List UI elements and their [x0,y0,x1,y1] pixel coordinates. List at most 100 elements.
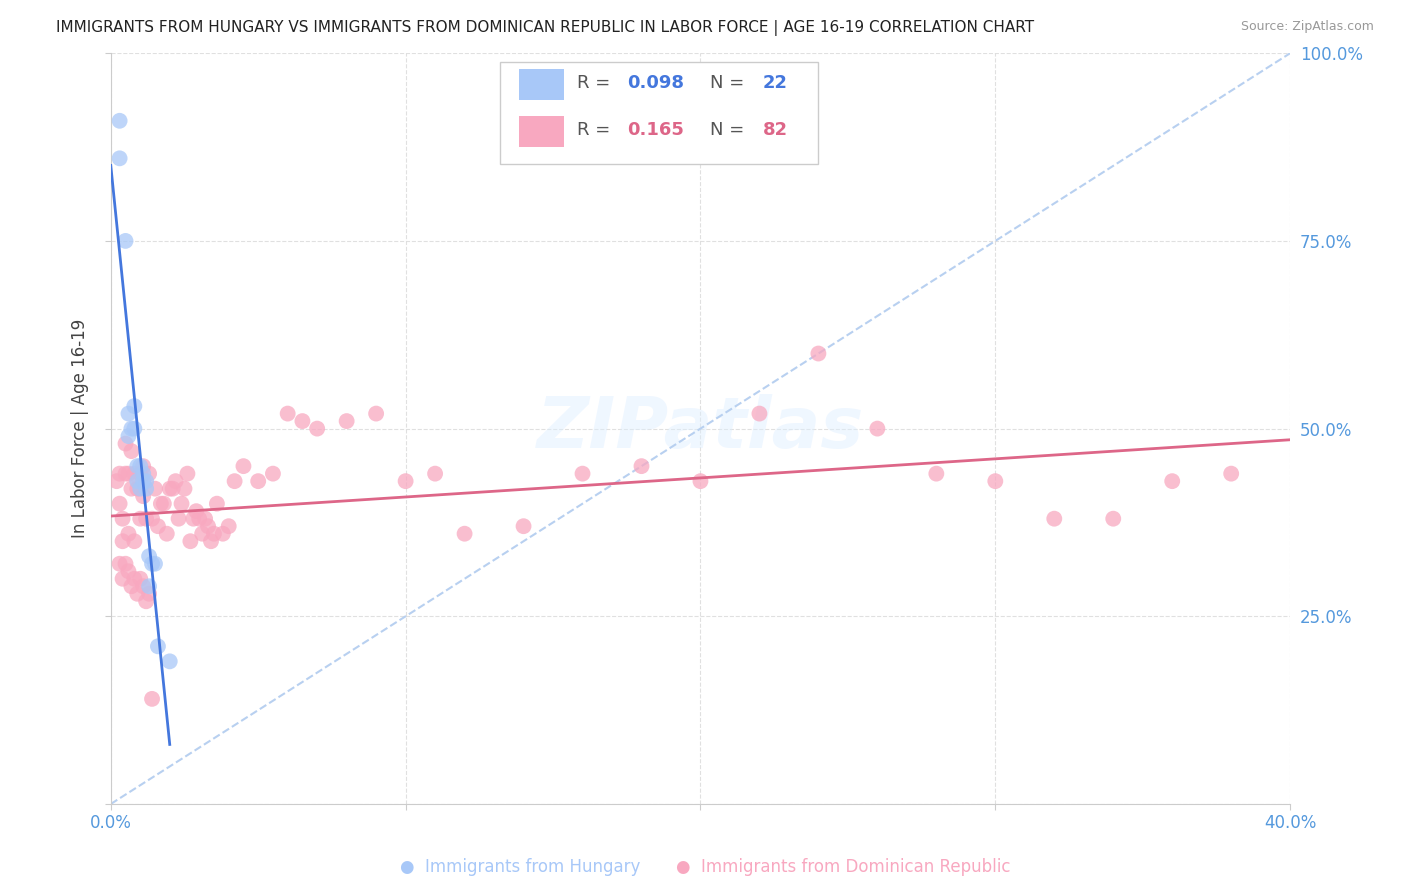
Point [141,691,163,706]
Point [984,474,1007,488]
Point [129,467,152,481]
Point [211,526,233,541]
Point [117,564,139,578]
Point [218,519,240,533]
Point [423,467,446,481]
Point [247,474,270,488]
Point [108,467,131,481]
Point [186,504,208,518]
Point [191,526,214,541]
Y-axis label: In Labor Force | Age 16-19: In Labor Force | Age 16-19 [72,319,89,538]
Point [188,511,211,525]
Point [124,572,146,586]
Point [141,511,163,525]
Point [111,572,134,586]
Text: IMMIGRANTS FROM HUNGARY VS IMMIGRANTS FROM DOMINICAN REPUBLIC IN LABOR FORCE | A: IMMIGRANTS FROM HUNGARY VS IMMIGRANTS FR… [56,20,1035,36]
Point [146,640,169,654]
Point [173,482,195,496]
Point [143,482,166,496]
Point [224,474,246,488]
Point [120,579,142,593]
Text: 22: 22 [763,74,787,92]
Point [194,511,217,525]
Point [925,467,948,481]
Point [138,549,160,564]
Text: N =: N = [710,74,755,92]
Point [336,414,359,428]
Point [807,346,830,360]
Point [108,557,131,571]
Point [127,459,149,474]
Point [129,572,152,586]
Point [1102,511,1125,525]
Point [117,429,139,443]
Point [630,459,652,474]
Point [149,497,172,511]
Text: 82: 82 [763,120,789,139]
Point [146,519,169,533]
Point [162,482,184,496]
Point [124,534,146,549]
Point [135,594,157,608]
Point [108,151,131,165]
Point [127,482,149,496]
Point [135,482,157,496]
Text: ●  Immigrants from Hungary: ● Immigrants from Hungary [401,858,640,876]
Point [571,467,593,481]
Point [202,526,225,541]
Point [179,534,201,549]
Point [453,526,475,541]
Point [291,414,314,428]
Point [114,557,136,571]
Point [114,467,136,481]
Point [127,587,149,601]
Point [512,519,534,533]
Point [277,407,299,421]
Text: ●  Immigrants from Dominican Republic: ● Immigrants from Dominican Republic [676,858,1011,876]
Point [138,467,160,481]
Point [143,557,166,571]
Text: ZIPatlas: ZIPatlas [537,394,865,463]
Point [1220,467,1243,481]
Point [132,459,155,474]
Point [141,557,163,571]
Point [108,497,131,511]
Point [129,459,152,474]
Point [748,407,770,421]
Point [197,519,219,533]
Point [135,511,157,525]
Point [132,467,155,481]
Point [117,526,139,541]
Text: Source: ZipAtlas.com: Source: ZipAtlas.com [1241,20,1374,33]
Point [1043,511,1066,525]
Point [132,489,155,503]
Point [307,421,329,435]
Point [105,474,128,488]
Point [200,534,222,549]
Point [120,482,142,496]
Point [120,421,142,435]
Point [132,474,155,488]
Point [689,474,711,488]
Point [124,421,146,435]
Point [262,467,284,481]
Point [366,407,388,421]
Text: R =: R = [576,120,621,139]
Point [183,511,205,525]
Point [117,467,139,481]
Point [124,399,146,413]
Point [124,467,146,481]
Point [129,511,152,525]
Point [205,497,228,511]
Text: R =: R = [576,74,621,92]
Point [108,113,131,128]
Point [167,511,190,525]
Text: N =: N = [710,120,755,139]
Point [132,579,155,593]
Point [135,474,157,488]
Point [232,459,254,474]
Point [120,444,142,458]
Text: 0.165: 0.165 [627,120,685,139]
Point [1161,474,1184,488]
Point [153,497,176,511]
